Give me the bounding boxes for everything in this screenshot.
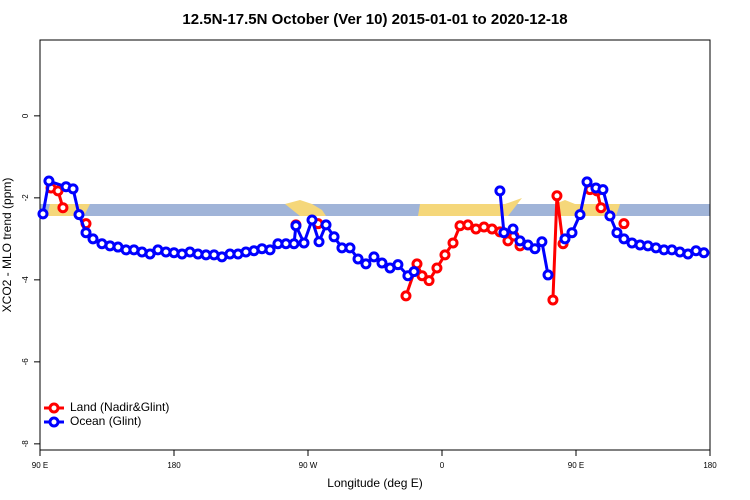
point [87, 233, 99, 245]
x-tick-label: 180 [167, 461, 181, 470]
point [494, 185, 506, 197]
point [320, 219, 332, 231]
legend-label: Ocean (Glint) [70, 414, 141, 428]
y-tick-label: 0 [21, 113, 30, 118]
point [80, 227, 92, 239]
legend-label: Land (Nadir&Glint) [70, 400, 169, 414]
point [408, 266, 420, 278]
point [52, 185, 64, 197]
point [73, 209, 85, 221]
plot-frame [39, 39, 711, 451]
x-axis-label: Longitude (deg E) [327, 476, 422, 490]
point [392, 259, 404, 271]
point [423, 275, 435, 287]
y-tick-label: -8 [21, 440, 30, 448]
point [306, 214, 318, 226]
x-tick-label: 180 [703, 461, 717, 470]
point [416, 270, 428, 282]
point [536, 236, 548, 248]
point [400, 290, 412, 302]
chart-title: 12.5N-17.5N October (Ver 10) 2015-01-01 … [182, 11, 567, 28]
point [57, 202, 69, 214]
point [597, 184, 609, 196]
ocean-strip [40, 204, 710, 216]
x-tick-label: 90 E [32, 461, 48, 470]
point [37, 208, 49, 220]
point [604, 210, 616, 222]
point [529, 243, 541, 255]
point [439, 249, 451, 261]
point [462, 219, 474, 231]
point [290, 220, 302, 232]
point [328, 231, 340, 243]
surface-strip [40, 198, 710, 216]
point [264, 244, 276, 256]
point [67, 183, 79, 195]
x-tick-label: 90 W [299, 461, 318, 470]
point [574, 209, 586, 221]
point [566, 227, 578, 239]
y-tick-label: -2 [21, 194, 30, 202]
land-patch [285, 200, 326, 216]
point [43, 175, 55, 187]
point [344, 242, 356, 254]
point [698, 247, 710, 259]
point [618, 233, 630, 245]
point [542, 269, 554, 281]
point [431, 262, 443, 274]
x-tick-label: 0 [440, 461, 445, 470]
y-axis-label: XCO2 - MLO trend (ppm) [0, 178, 14, 313]
point [559, 233, 571, 245]
legend-marker [48, 402, 60, 414]
point [595, 202, 607, 214]
point [551, 190, 563, 202]
land-patch [418, 198, 522, 216]
y-tick-label: -4 [21, 276, 30, 284]
point [298, 237, 310, 249]
point [360, 258, 372, 270]
x-tick-label: 90 E [568, 461, 584, 470]
point [618, 218, 630, 230]
point [507, 223, 519, 235]
point [581, 176, 593, 188]
legend-marker [48, 416, 60, 428]
point [547, 294, 559, 306]
point [368, 251, 380, 263]
point [144, 248, 156, 260]
point [447, 237, 459, 249]
point [514, 235, 526, 247]
point [376, 257, 388, 269]
y-tick-label: -6 [21, 358, 30, 366]
point [288, 238, 300, 250]
point [313, 236, 325, 248]
point [498, 227, 510, 239]
point [352, 253, 364, 265]
point [611, 227, 623, 239]
